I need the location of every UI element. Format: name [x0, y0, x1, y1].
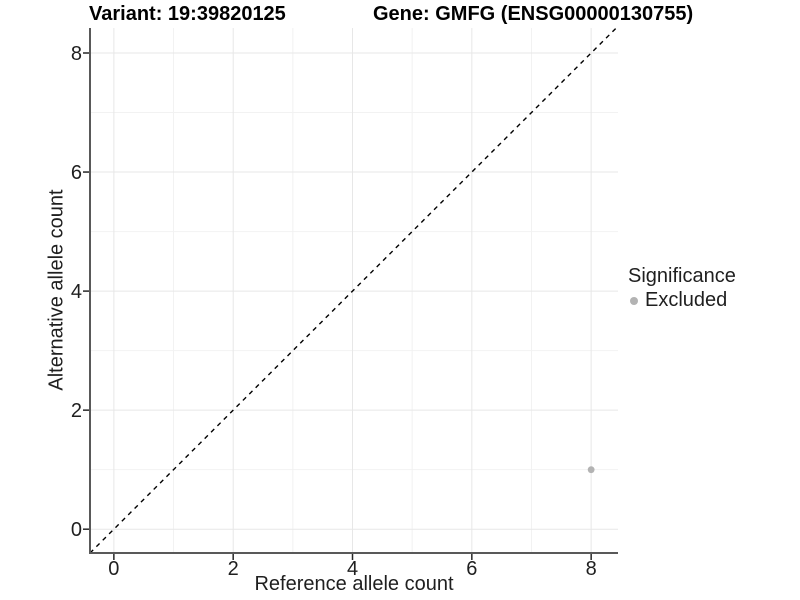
y-tick-label: 4 [71, 281, 82, 303]
y-tick-label: 6 [71, 162, 82, 184]
x-axis-label: Reference allele count [254, 573, 454, 595]
y-axis-label: Alternative allele count [45, 189, 68, 391]
x-tick-label: 8 [586, 558, 597, 580]
legend-item-label: Excluded [645, 289, 728, 311]
y-tick-label: 0 [71, 519, 82, 541]
y-tick-label: 2 [71, 400, 82, 422]
legend-item-excluded: Excluded [628, 289, 736, 312]
x-tick-label: 4 [347, 558, 358, 580]
legend-key-circle-icon [630, 296, 638, 305]
identity-dashed-line [89, 27, 617, 554]
data-point [587, 466, 595, 474]
x-tick-label: 0 [108, 558, 119, 580]
x-tick-label: 2 [228, 558, 239, 580]
plot-title-variant: Variant: 19:39820125 [89, 3, 286, 25]
plot-title-gene: Gene: GMFG (ENSG00000130755) [373, 3, 694, 25]
x-tick-label: 6 [466, 558, 477, 580]
legend-title: Significance [628, 265, 736, 287]
legend: Significance Excluded [628, 265, 736, 312]
y-tick-label: 8 [71, 43, 82, 65]
